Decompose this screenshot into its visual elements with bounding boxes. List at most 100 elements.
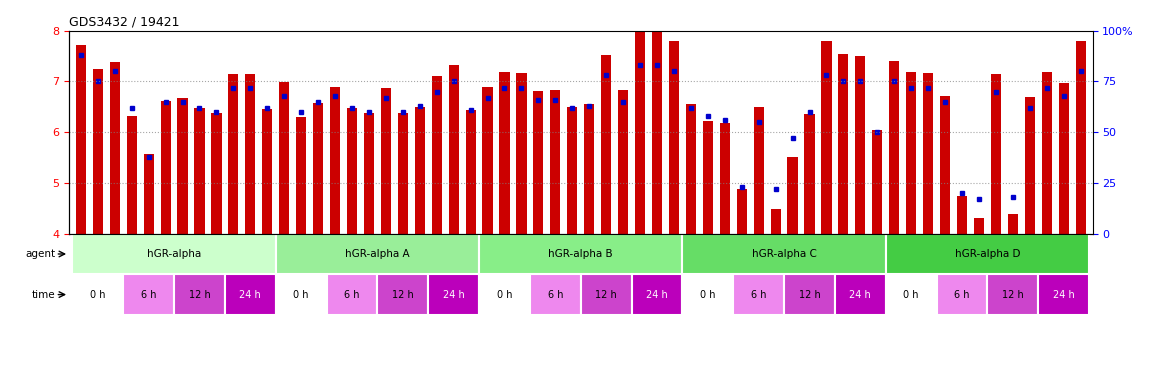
Text: hGR-alpha A: hGR-alpha A <box>345 249 409 259</box>
Bar <box>534 91 544 234</box>
Text: 24 h: 24 h <box>443 290 465 300</box>
Bar <box>821 41 831 234</box>
Bar <box>381 88 391 234</box>
Text: 0 h: 0 h <box>293 290 309 300</box>
Bar <box>245 74 255 234</box>
Bar <box>448 65 459 234</box>
FancyBboxPatch shape <box>682 234 886 274</box>
Bar <box>1007 214 1018 234</box>
FancyBboxPatch shape <box>480 274 530 315</box>
FancyBboxPatch shape <box>123 274 174 315</box>
FancyBboxPatch shape <box>480 234 682 274</box>
FancyBboxPatch shape <box>276 234 480 274</box>
FancyBboxPatch shape <box>835 274 886 315</box>
Text: 12 h: 12 h <box>1002 290 1024 300</box>
Text: hGR-alpha C: hGR-alpha C <box>752 249 816 259</box>
FancyBboxPatch shape <box>174 274 225 315</box>
FancyBboxPatch shape <box>631 274 682 315</box>
Bar <box>788 157 798 234</box>
Bar <box>584 104 595 234</box>
Bar <box>415 107 424 234</box>
FancyBboxPatch shape <box>530 274 581 315</box>
Bar <box>1042 72 1052 234</box>
Bar <box>1075 41 1086 234</box>
Bar <box>737 189 746 234</box>
Bar <box>483 86 492 234</box>
Bar <box>923 73 933 234</box>
Bar <box>770 209 781 234</box>
Bar <box>177 98 187 234</box>
FancyBboxPatch shape <box>225 274 276 315</box>
FancyBboxPatch shape <box>886 234 1089 274</box>
Text: 6 h: 6 h <box>141 290 156 300</box>
Bar <box>889 61 899 234</box>
FancyBboxPatch shape <box>734 274 784 315</box>
Bar <box>550 90 560 234</box>
Bar <box>567 107 577 234</box>
Text: 12 h: 12 h <box>392 290 414 300</box>
Bar <box>669 41 678 234</box>
FancyBboxPatch shape <box>886 274 936 315</box>
Text: 24 h: 24 h <box>1052 290 1074 300</box>
Text: 0 h: 0 h <box>90 290 106 300</box>
Bar <box>126 116 137 234</box>
FancyBboxPatch shape <box>377 274 428 315</box>
Bar <box>330 86 340 234</box>
Text: 0 h: 0 h <box>497 290 512 300</box>
Text: agent: agent <box>25 249 55 259</box>
FancyBboxPatch shape <box>428 274 480 315</box>
Bar <box>313 103 323 234</box>
Bar <box>76 45 86 234</box>
Bar <box>685 104 696 234</box>
Text: hGR-alpha B: hGR-alpha B <box>549 249 613 259</box>
FancyBboxPatch shape <box>327 274 377 315</box>
FancyBboxPatch shape <box>72 274 123 315</box>
Text: hGR-alpha: hGR-alpha <box>147 249 201 259</box>
Bar <box>618 90 628 234</box>
FancyBboxPatch shape <box>784 274 835 315</box>
Bar <box>229 74 238 234</box>
Bar <box>296 117 306 234</box>
Text: 24 h: 24 h <box>646 290 668 300</box>
FancyBboxPatch shape <box>682 274 734 315</box>
Bar <box>805 114 814 234</box>
Bar <box>753 107 764 234</box>
Bar <box>109 62 120 234</box>
Bar <box>974 218 984 234</box>
FancyBboxPatch shape <box>988 274 1038 315</box>
Bar <box>516 73 527 234</box>
Text: 24 h: 24 h <box>850 290 872 300</box>
Bar <box>1059 83 1068 234</box>
Text: 6 h: 6 h <box>547 290 564 300</box>
Bar <box>93 69 102 234</box>
Text: 6 h: 6 h <box>954 290 969 300</box>
Bar <box>720 123 730 234</box>
Bar <box>499 72 509 234</box>
Text: 6 h: 6 h <box>344 290 360 300</box>
Text: 12 h: 12 h <box>189 290 210 300</box>
Text: hGR-alpha D: hGR-alpha D <box>954 249 1020 259</box>
Bar <box>872 130 882 234</box>
FancyBboxPatch shape <box>936 274 988 315</box>
FancyBboxPatch shape <box>581 274 631 315</box>
Bar <box>262 109 273 234</box>
Bar <box>991 74 1000 234</box>
Bar <box>398 113 408 234</box>
Bar <box>431 76 442 234</box>
Bar <box>466 110 476 234</box>
Text: 0 h: 0 h <box>700 290 715 300</box>
Bar <box>856 56 866 234</box>
Bar <box>161 101 170 234</box>
Bar <box>940 96 950 234</box>
Bar <box>601 55 612 234</box>
Text: 6 h: 6 h <box>751 290 766 300</box>
Bar <box>194 108 205 234</box>
Bar <box>703 121 713 234</box>
Bar <box>144 154 154 234</box>
Bar <box>212 113 222 234</box>
FancyBboxPatch shape <box>72 234 276 274</box>
Bar <box>363 113 374 234</box>
FancyBboxPatch shape <box>276 274 327 315</box>
Bar <box>635 32 645 234</box>
Bar <box>957 195 967 234</box>
